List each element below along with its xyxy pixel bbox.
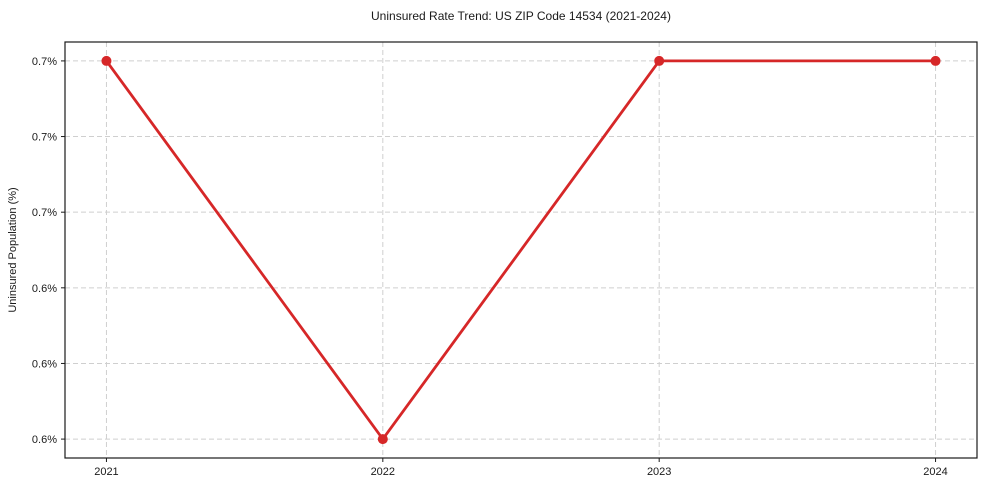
x-tick-label: 2021 [94, 466, 118, 478]
series-line [105, 59, 937, 441]
y-axis-label: Uninsured Population (%) [7, 187, 19, 312]
y-tick-label: 0.7% [32, 132, 57, 144]
x-tick-label: 2024 [923, 466, 947, 478]
y-tick-label: 0.6% [32, 283, 57, 295]
plot-frame [64, 41, 978, 459]
data-point-marker [377, 434, 388, 445]
y-tick-label: 0.7% [32, 56, 57, 68]
chart-title: Uninsured Rate Trend: US ZIP Code 14534 … [371, 9, 671, 23]
y-tick-label: 0.6% [32, 434, 57, 446]
y-tick-label: 0.6% [32, 358, 57, 370]
axis-layer: 0.7% 0.7% 0.7% 0.6% 0.6% 0.6% 2021 2022 2023 2024 [32, 41, 978, 478]
y-tick-label: 0.7% [32, 207, 57, 219]
data-point-marker [930, 55, 941, 66]
x-tick-label: 2023 [647, 466, 671, 478]
series-layer [101, 55, 941, 445]
data-point-marker [654, 55, 665, 66]
data-point-marker [101, 55, 112, 66]
x-tick-label: 2022 [371, 466, 395, 478]
